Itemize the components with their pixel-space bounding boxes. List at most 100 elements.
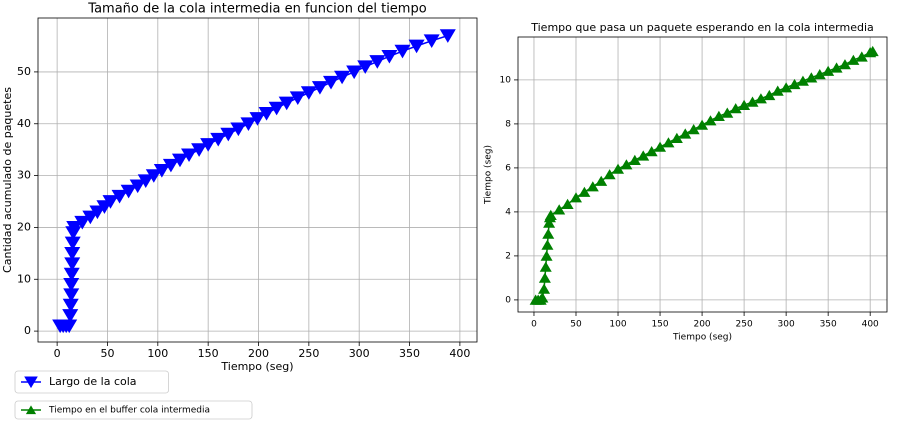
data-point — [561, 198, 574, 209]
axes-frame — [517, 36, 888, 313]
data-point — [780, 82, 793, 93]
x-tick-label: 300 — [349, 347, 370, 360]
chart-title: Tiempo que pasa un paquete esperando en … — [530, 21, 874, 34]
x-tick-label: 350 — [820, 320, 837, 330]
x-axis-label: Tiempo (seg) — [672, 333, 732, 343]
x-tick-label: 400 — [449, 347, 470, 360]
x-tick-label: 150 — [651, 320, 668, 330]
data-point — [763, 89, 776, 101]
data-point — [394, 44, 411, 59]
y-axis-label: Tiempo (seg) — [484, 145, 494, 205]
data-point — [145, 169, 162, 183]
data-point — [63, 267, 80, 282]
x-tick-label: 0 — [54, 347, 61, 360]
data-point — [278, 96, 295, 111]
data-point — [323, 75, 340, 90]
data-point — [679, 128, 692, 139]
y-tick-label: 10 — [17, 272, 31, 285]
data-point — [838, 59, 851, 70]
data-point — [544, 209, 557, 220]
data-point — [289, 91, 306, 106]
data-point — [89, 205, 106, 220]
data-point — [153, 164, 170, 178]
data-point — [595, 175, 608, 186]
data-point — [439, 29, 456, 43]
y-tick-label: 0 — [24, 324, 31, 337]
data-point — [738, 99, 751, 110]
legend-box — [14, 370, 170, 394]
x-tick-label: 50 — [100, 347, 114, 360]
data-point — [300, 86, 317, 100]
data-point — [64, 246, 81, 261]
data-point — [63, 288, 80, 303]
data-point — [536, 292, 549, 303]
data-point — [200, 138, 217, 152]
data-point — [654, 141, 667, 152]
data-point — [369, 55, 386, 69]
data-point — [120, 184, 137, 199]
data-point — [569, 192, 582, 203]
data-point — [553, 204, 566, 215]
data-point — [137, 174, 154, 188]
legend-marker — [24, 376, 38, 389]
data-point — [855, 51, 868, 62]
data-point — [230, 122, 247, 137]
x-tick-label: 50 — [570, 320, 582, 330]
data-point — [721, 107, 734, 118]
data-point — [687, 124, 700, 135]
y-tick-label: 30 — [17, 169, 31, 182]
data-point — [612, 163, 625, 174]
data-point — [258, 106, 275, 121]
data-point — [796, 75, 809, 86]
y-tick-label: 0 — [505, 295, 511, 305]
y-tick-label: 40 — [17, 117, 31, 130]
data-point — [63, 278, 80, 292]
data-point — [540, 250, 553, 261]
data-point — [754, 93, 767, 104]
data-point — [538, 272, 551, 283]
data-point — [82, 210, 99, 225]
x-tick-label: 100 — [147, 347, 168, 360]
data-point — [102, 195, 119, 209]
data-point — [542, 228, 555, 239]
data-point — [129, 179, 146, 194]
y-tick-label: 10 — [500, 75, 512, 85]
data-point — [381, 49, 398, 64]
data-point — [628, 154, 641, 165]
chart-title: Tamaño de la cola intermedia en funcion … — [87, 2, 426, 17]
data-point — [813, 69, 826, 80]
data-point — [423, 34, 440, 49]
data-point — [62, 298, 79, 313]
y-tick-label: 8 — [505, 119, 511, 129]
data-point — [603, 169, 616, 180]
data-point — [334, 70, 351, 85]
data-point — [670, 132, 683, 143]
data-point — [111, 189, 128, 204]
data-point — [578, 186, 591, 197]
y-tick-label: 2 — [505, 251, 511, 261]
x-tick-label: 250 — [298, 347, 319, 360]
data-point — [847, 54, 860, 65]
data-point — [240, 117, 257, 131]
data-point — [805, 72, 818, 83]
y-tick-label: 50 — [17, 65, 31, 78]
legend-label: Largo de la cola — [49, 375, 137, 388]
data-point — [64, 236, 81, 251]
x-tick-label: 350 — [399, 347, 420, 360]
data-point — [538, 283, 551, 294]
data-point — [357, 60, 374, 74]
data-point — [696, 119, 709, 130]
x-tick-label: 300 — [778, 320, 795, 330]
x-tick-label: 400 — [862, 320, 879, 330]
data-point — [543, 217, 556, 228]
data-point — [210, 132, 227, 147]
x-tick-label: 200 — [693, 320, 710, 330]
data-point — [586, 181, 599, 192]
x-tick-label: 250 — [736, 320, 753, 330]
data-point — [637, 150, 650, 161]
data-point — [311, 81, 328, 95]
data-point — [729, 103, 742, 114]
legend-label: Tiempo en el buffer cola intermedia — [48, 406, 210, 416]
data-point — [249, 112, 266, 126]
